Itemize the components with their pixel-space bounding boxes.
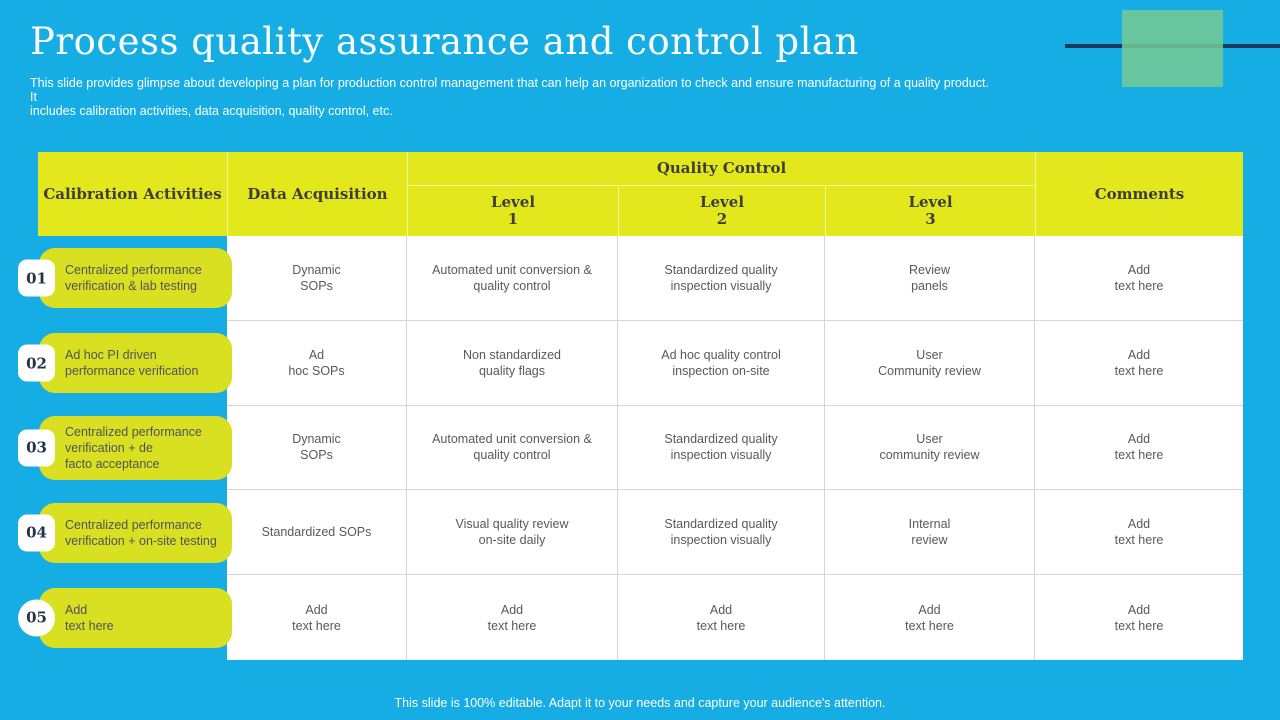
cell-level-3: Internal review: [825, 490, 1035, 576]
activity-pill: 03 Centralized performance verification …: [18, 415, 232, 480]
cell-level-3: User community review: [825, 405, 1035, 491]
activity-pill: 02 Ad hoc PI driven performance verifica…: [18, 333, 232, 394]
header-level-2: Level 2: [618, 185, 825, 236]
cell-data-acquisition: Ad hoc SOPs: [227, 320, 407, 406]
activity-label: Centralized performance verification + o…: [65, 517, 217, 548]
slide-description: This slide provides glimpse about develo…: [30, 76, 989, 118]
activity-pill: 01 Centralized performance verification …: [18, 248, 232, 309]
row-number-badge: 05: [18, 599, 55, 637]
cell-data-acquisition: Dynamic SOPs: [227, 236, 407, 321]
table-header: Calibration Activities Data Acquisition …: [38, 152, 1243, 236]
cell-level-1: Non standardized quality flags: [407, 320, 618, 406]
cell-level-1: Automated unit conversion & quality cont…: [407, 236, 618, 321]
cell-level-2: Standardized quality inspection visually: [618, 405, 825, 491]
activity-cell: 04 Centralized performance verification …: [18, 490, 232, 575]
cell-level-3: User Community review: [825, 320, 1035, 406]
cell-data-acquisition: Standardized SOPs: [227, 490, 407, 576]
cell-level-2: Standardized quality inspection visually: [618, 236, 825, 321]
cell-level-2: Ad hoc quality control inspection on-sit…: [618, 320, 825, 406]
cell-comments-placeholder[interactable]: Add text here: [1035, 575, 1243, 660]
table-row: 04 Centralized performance verification …: [18, 490, 1243, 576]
row-number-badge: 04: [18, 514, 55, 552]
cell-level-3: Review panels: [825, 236, 1035, 321]
table-row: 05 Add text here Add text here Add text …: [18, 575, 1243, 660]
row-number-badge: 03: [18, 429, 55, 467]
cell-level-1-placeholder[interactable]: Add text here: [407, 575, 618, 660]
header-quality-control: Quality Control: [407, 152, 1035, 185]
cell-comments-placeholder[interactable]: Add text here: [1035, 490, 1243, 576]
header-comments: Comments: [1035, 152, 1243, 236]
activity-cell: 01 Centralized performance verification …: [18, 236, 232, 321]
header-data-acquisition: Data Acquisition: [227, 152, 407, 236]
cell-data-acquisition: Dynamic SOPs: [227, 405, 407, 491]
activity-pill: 04 Centralized performance verification …: [18, 502, 232, 563]
activity-cell: 05 Add text here: [18, 575, 232, 660]
page-title: Process quality assurance and control pl…: [30, 20, 859, 63]
editable-note: This slide is 100% editable. Adapt it to…: [394, 696, 886, 710]
cell-comments-placeholder[interactable]: Add text here: [1035, 405, 1243, 491]
table-row: 01 Centralized performance verification …: [18, 236, 1243, 321]
header-calibration-activities: Calibration Activities: [43, 184, 222, 203]
activity-cell: 03 Centralized performance verification …: [18, 406, 232, 491]
cell-level-3-placeholder[interactable]: Add text here: [825, 575, 1035, 660]
row-number-badge: 01: [18, 259, 55, 297]
header-level-1: Level 1: [407, 185, 618, 236]
activity-label: Centralized performance verification & l…: [65, 263, 202, 294]
cell-data-acquisition-placeholder[interactable]: Add text here: [227, 575, 407, 660]
activity-cell: 02 Ad hoc PI driven performance verifica…: [18, 321, 232, 406]
table-row: 03 Centralized performance verification …: [18, 405, 1243, 491]
table-body: 01 Centralized performance verification …: [18, 236, 1243, 660]
cell-level-2: Standardized quality inspection visually: [618, 490, 825, 576]
cell-level-2-placeholder[interactable]: Add text here: [618, 575, 825, 660]
activity-label: Centralized performance verification + d…: [65, 424, 202, 471]
activity-label: Ad hoc PI driven performance verificatio…: [65, 348, 199, 379]
activity-pill-placeholder[interactable]: 05 Add text here: [18, 587, 232, 648]
activity-label: Add text here: [65, 602, 114, 633]
row-number-badge: 02: [18, 344, 55, 382]
table-row: 02 Ad hoc PI driven performance verifica…: [18, 320, 1243, 406]
cell-level-1: Automated unit conversion & quality cont…: [407, 405, 618, 491]
quality-plan-table: Calibration Activities Data Acquisition …: [18, 152, 1243, 660]
cell-comments-placeholder[interactable]: Add text here: [1035, 236, 1243, 321]
cell-level-1: Visual quality review on-site daily: [407, 490, 618, 576]
decorative-green-square: [1122, 10, 1223, 87]
cell-comments-placeholder[interactable]: Add text here: [1035, 320, 1243, 406]
header-level-3: Level 3: [825, 185, 1035, 236]
